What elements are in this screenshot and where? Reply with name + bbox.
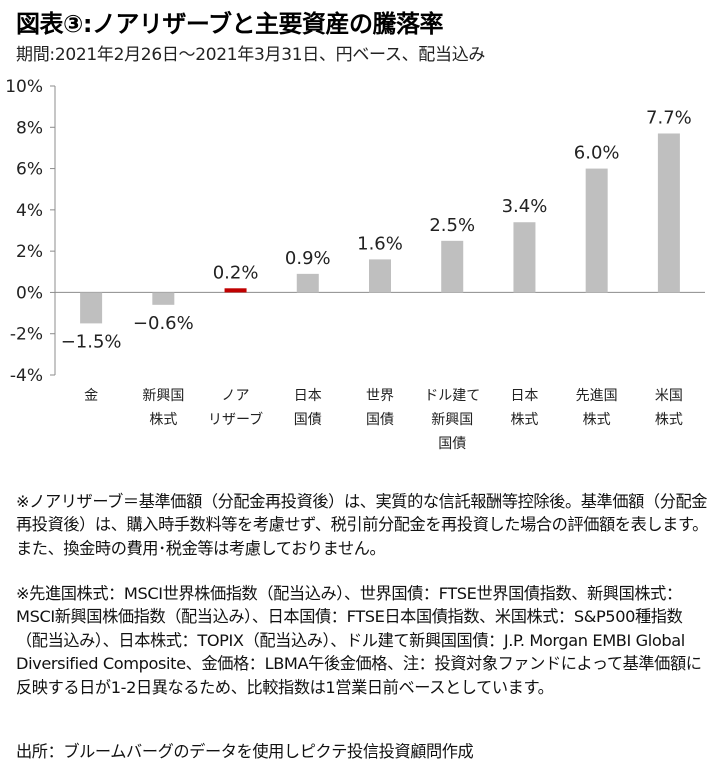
bar xyxy=(80,292,103,324)
bar xyxy=(441,240,464,293)
category-label: 先進国 xyxy=(576,388,618,404)
y-tick-label: 4% xyxy=(16,201,43,221)
data-label: 3.4% xyxy=(502,196,548,217)
category-label: 世界 xyxy=(366,388,394,404)
category-label: 株式 xyxy=(149,412,177,428)
data-label: 2.5% xyxy=(429,215,475,236)
y-tick-label: 8% xyxy=(16,118,43,138)
footnote-reserve: ※ノアリザーブ＝基準価額（分配金再投資後）は、実質的な信託報酬等控除後。基準価額… xyxy=(16,492,708,558)
category-label: 国債 xyxy=(294,412,322,428)
bar xyxy=(585,168,608,293)
category-label: 日本 xyxy=(510,388,538,404)
chart-title: 図表③:ノアリザーブと主要資産の騰落率 xyxy=(16,10,443,38)
category-label: リザーブ xyxy=(208,411,263,428)
bar xyxy=(657,133,680,293)
category-label: ノア xyxy=(222,388,250,404)
data-label: −0.6% xyxy=(133,313,194,334)
bar xyxy=(369,259,391,293)
y-tick-label: 2% xyxy=(16,242,43,262)
data-label: 0.9% xyxy=(285,248,331,269)
data-label: 0.2% xyxy=(213,262,259,283)
category-label: 新興国 xyxy=(142,388,184,404)
y-tick-label: 10% xyxy=(5,77,43,97)
category-label: 株式 xyxy=(583,412,611,428)
bar xyxy=(296,273,319,293)
source-note: 出所：ブルームバーグのデータを使用しピクテ投信投資顧問作成 xyxy=(16,742,474,761)
y-tick-label: 0% xyxy=(16,283,43,303)
category-label: 国債 xyxy=(366,412,394,428)
bar xyxy=(224,288,247,293)
category-label: 日本 xyxy=(294,388,322,404)
y-tick-label: -2% xyxy=(10,325,43,345)
category-label: 米国 xyxy=(655,388,683,404)
category-label: 国債 xyxy=(438,436,466,452)
bar xyxy=(513,222,536,293)
data-label: 7.7% xyxy=(646,107,692,128)
data-label: 1.6% xyxy=(357,233,403,254)
category-label: 株式 xyxy=(510,412,538,428)
category-label: 新興国 xyxy=(431,412,473,428)
category-label: ドル建て xyxy=(424,388,480,404)
footnote-indices: ※先進国株式：MSCI世界株価指数（配当込み）、世界国債：FTSE世界国債指数、… xyxy=(16,584,702,697)
y-tick-label: 6% xyxy=(16,160,43,180)
y-tick-label: -4% xyxy=(10,366,43,386)
chart-subtitle: 期間:2021年2月26日～2021年3月31日、円ベース、配当込み xyxy=(16,45,486,65)
data-label: 6.0% xyxy=(574,143,620,164)
data-label: −1.5% xyxy=(61,331,122,352)
category-label: 株式 xyxy=(655,412,683,428)
category-label: 金 xyxy=(84,388,98,404)
bar xyxy=(152,292,175,305)
bar-chart: 10%8%6%4%2%0%-2%-4%−1.5%金−0.6%新興国株式0.2%ノ… xyxy=(5,77,705,452)
